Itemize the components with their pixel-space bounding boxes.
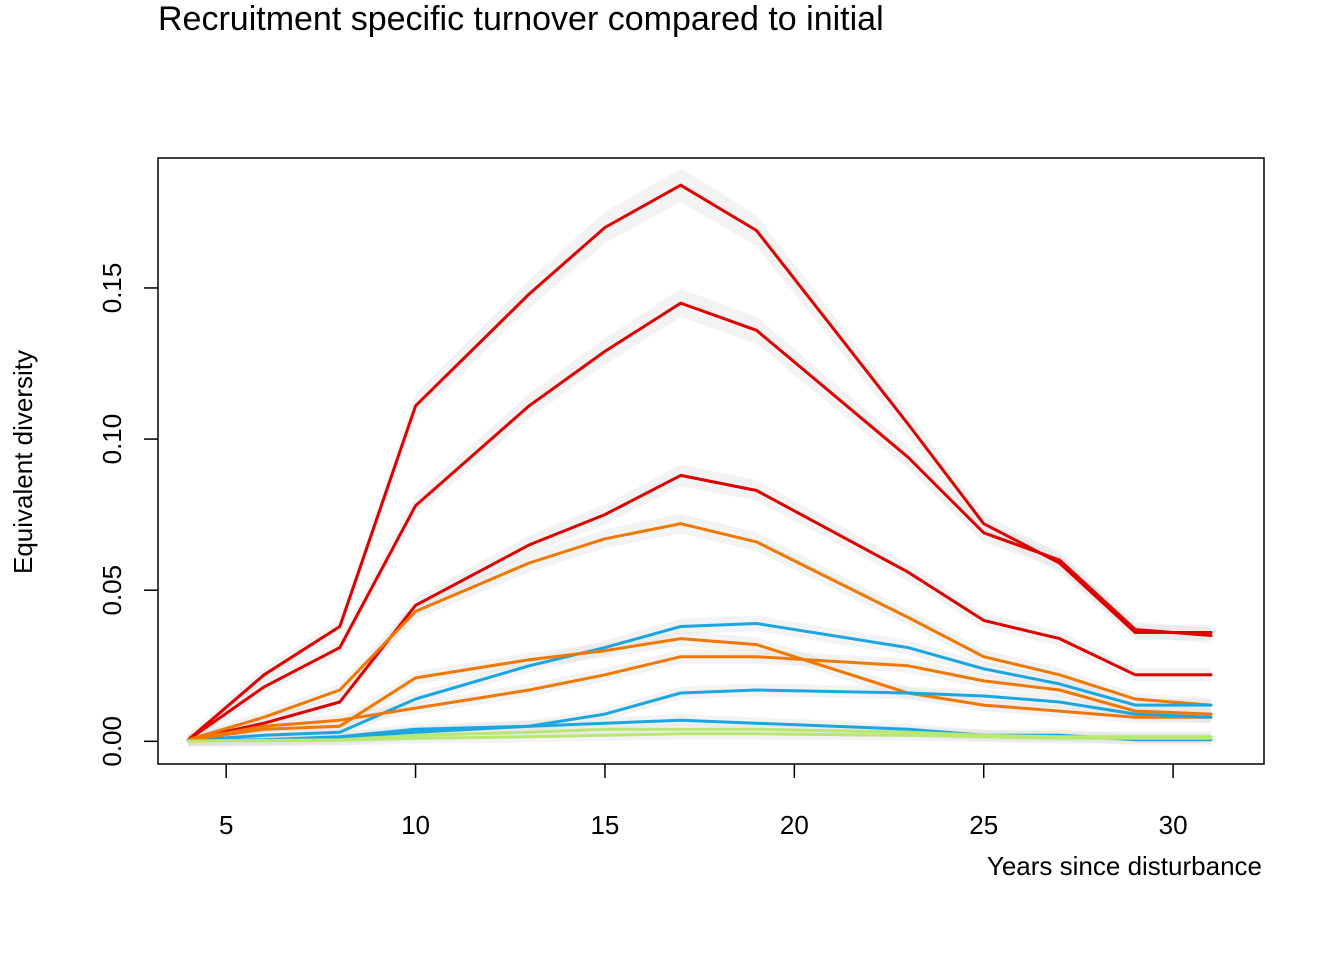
x-tick-label: 25	[969, 810, 998, 840]
x-tick-label: 5	[219, 810, 233, 840]
y-axis: 0.00 0.05 0.10 0.15	[97, 263, 158, 767]
series-layer	[186, 183, 1213, 743]
series-line-3	[186, 473, 1213, 742]
x-axis-label: Years since disturbance	[987, 851, 1262, 881]
confidence-bands	[188, 168, 1212, 747]
x-axis: 5 10 15 20 25 30	[219, 764, 1188, 840]
series-line-6	[186, 637, 1213, 742]
x-tick-label: 30	[1159, 810, 1188, 840]
x-tick-label: 20	[780, 810, 809, 840]
series-band-7	[188, 649, 1212, 746]
series-line-1	[186, 183, 1213, 742]
chart-title: Recruitment specific turnover compared t…	[158, 0, 884, 38]
series-line-11	[186, 732, 1213, 743]
series-line-7	[186, 655, 1213, 742]
y-tick-label: 0.15	[97, 263, 127, 314]
x-tick-label: 10	[401, 810, 430, 840]
series-band-9	[188, 714, 1212, 747]
series-line-5	[186, 622, 1213, 742]
y-tick-label: 0.10	[97, 414, 127, 465]
series-line-2	[186, 301, 1213, 742]
series-band-4	[188, 513, 1212, 746]
x-tick-label: 15	[590, 810, 619, 840]
y-tick-label: 0.00	[97, 716, 127, 767]
series-line-4	[186, 522, 1213, 742]
y-tick-label: 0.05	[97, 565, 127, 616]
y-axis-label: Equivalent diversity	[8, 350, 38, 574]
plot-frame	[157, 157, 1265, 765]
